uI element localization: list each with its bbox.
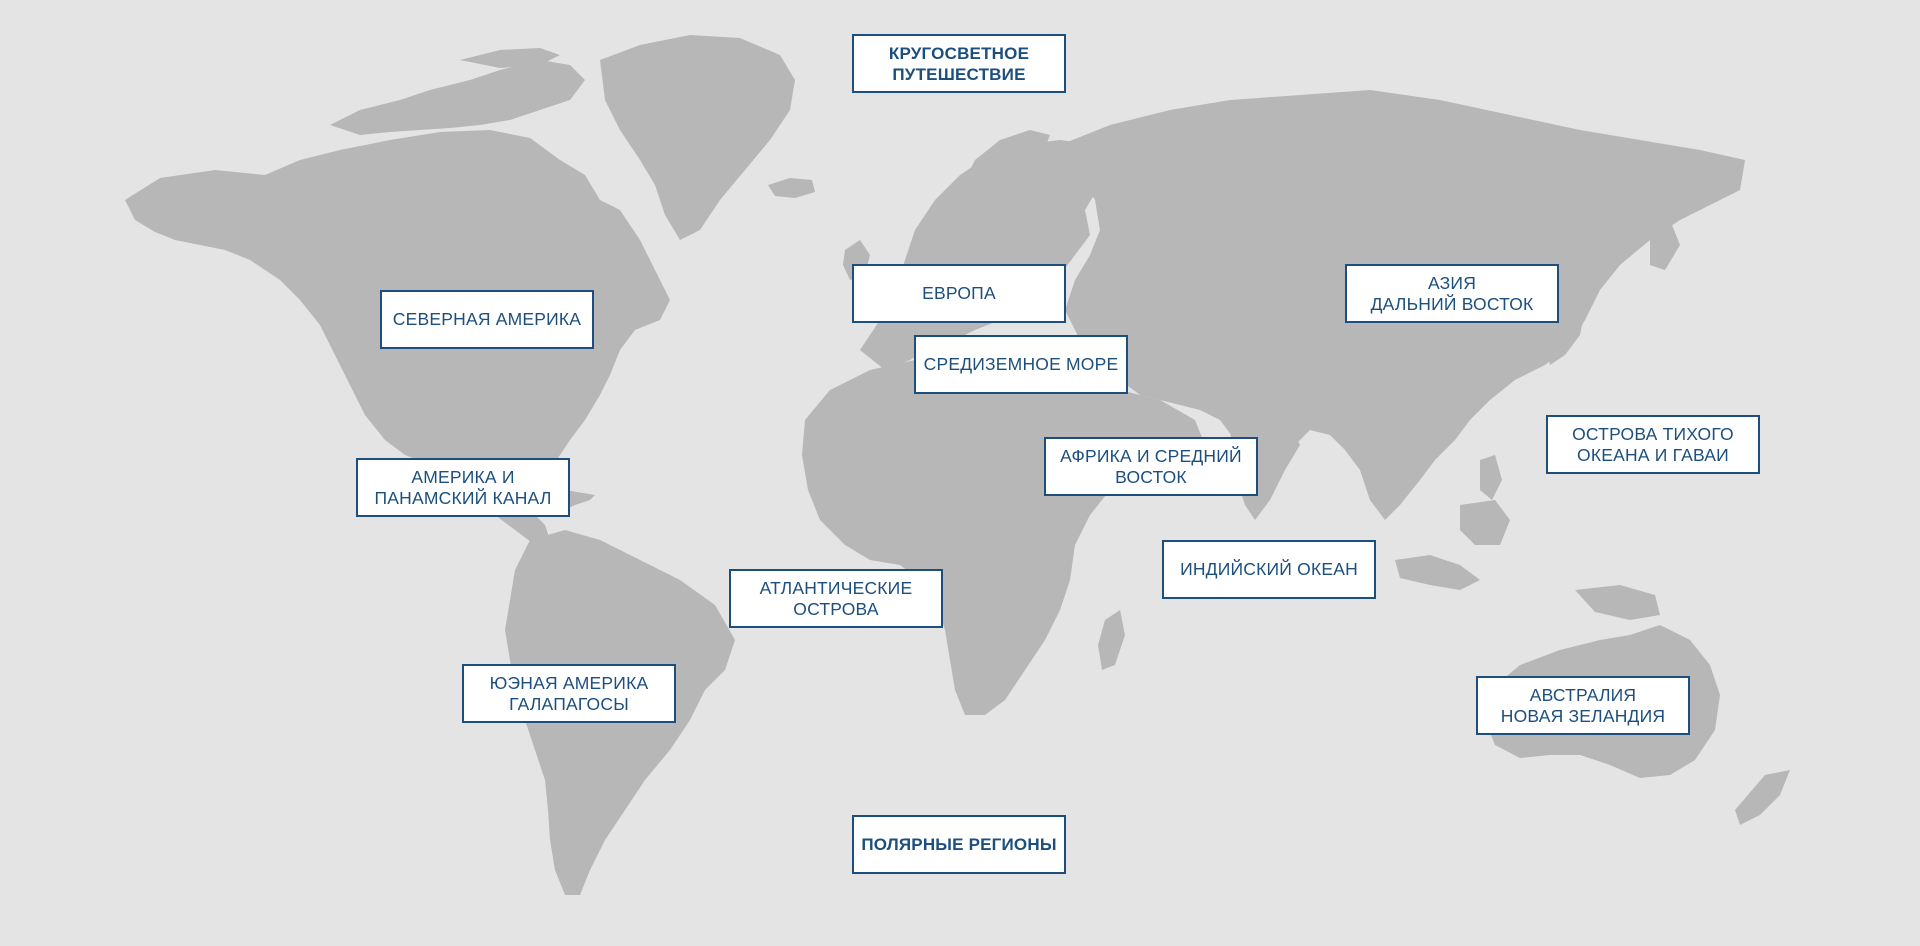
madagascar — [1098, 610, 1125, 670]
iceland — [768, 178, 815, 198]
indonesia — [1395, 555, 1480, 590]
region-world-cruise[interactable]: КРУГОСВЕТНОЕ ПУТЕШЕСТВИЕ — [852, 34, 1066, 93]
arctic-island-small — [460, 48, 560, 68]
region-panama-canal[interactable]: АМЕРИКА И ПАНАМСКИЙ КАНАЛ — [356, 458, 570, 517]
philippines — [1480, 455, 1502, 500]
new-guinea — [1575, 585, 1660, 620]
region-asia-far-east[interactable]: АЗИЯ ДАЛЬНИЙ ВОСТОК — [1345, 264, 1559, 323]
region-mediterranean[interactable]: СРЕДИЗЕМНОЕ МОРЕ — [914, 335, 1128, 394]
arctic-islands — [330, 60, 585, 135]
scandinavia — [955, 130, 1050, 225]
region-pacific-hawaii[interactable]: ОСТРОВА ТИХОГО ОКЕАНА И ГАВАИ — [1546, 415, 1760, 474]
japan — [1545, 300, 1585, 365]
region-atlantic-islands[interactable]: АТЛАНТИЧЕСКИЕ ОСТРОВА — [729, 569, 943, 628]
region-europe[interactable]: ЕВРОПА — [852, 264, 1066, 323]
region-north-america[interactable]: СЕВЕРНАЯ АМЕРИКА — [380, 290, 594, 349]
region-indian-ocean[interactable]: ИНДИЙСКИЙ ОКЕАН — [1162, 540, 1376, 599]
region-south-america[interactable]: ЮЭНАЯ АМЕРИКА ГАЛАПАГОСЫ — [462, 664, 676, 723]
region-africa-middle-east[interactable]: АФРИКА И СРЕДНИЙ ВОСТОК — [1044, 437, 1258, 496]
new-zealand — [1735, 770, 1790, 825]
region-polar[interactable]: ПОЛЯРНЫЕ РЕГИОНЫ — [852, 815, 1066, 874]
kamchatka — [1650, 220, 1680, 270]
continent-greenland — [600, 35, 795, 240]
region-australia-nz[interactable]: АВСТРАЛИЯ НОВАЯ ЗЕЛАНДИЯ — [1476, 676, 1690, 735]
continent-africa — [802, 360, 1125, 715]
borneo — [1460, 500, 1510, 545]
